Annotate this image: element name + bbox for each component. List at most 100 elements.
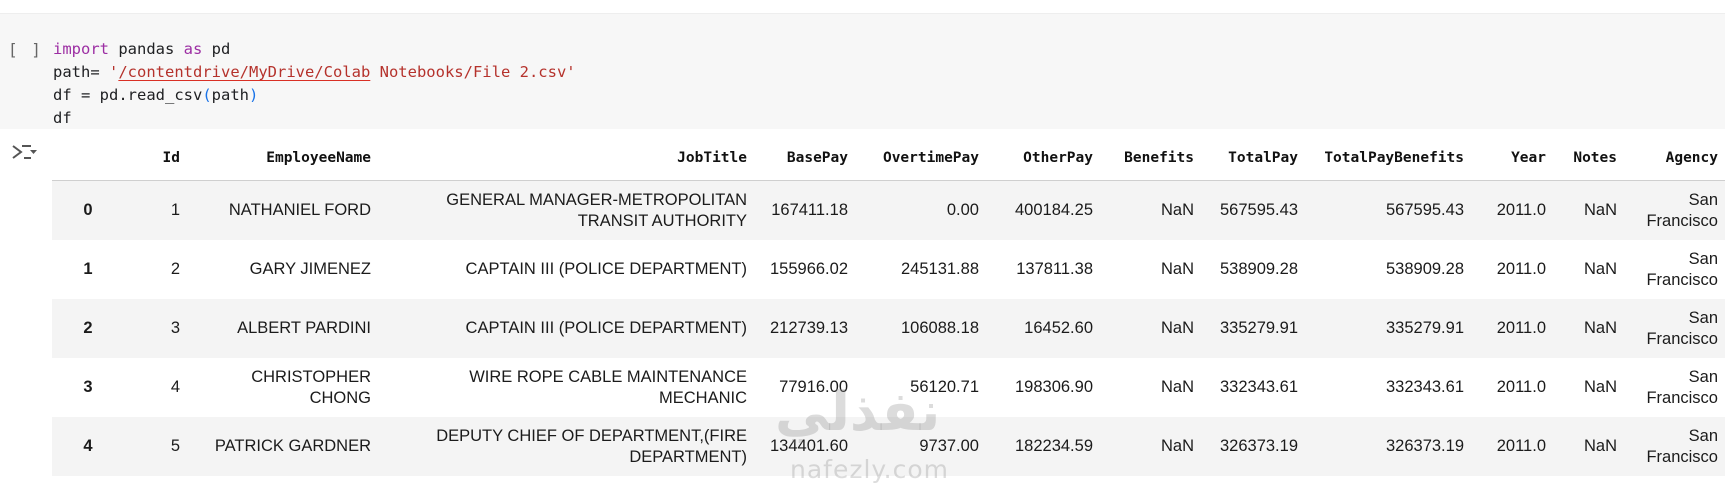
row-index: 0 bbox=[52, 180, 124, 240]
table-row: 4 5 PATRICK GARDNER DEPUTY CHIEF OF DEPARTM… bbox=[52, 417, 1725, 476]
table-cell: 167411.18 bbox=[755, 180, 856, 240]
table-cell: San Francisco bbox=[1625, 180, 1725, 240]
table-cell: 335279.91 bbox=[1306, 299, 1472, 358]
row-index: 4 bbox=[52, 417, 124, 476]
table-cell: NaN bbox=[1583, 260, 1617, 278]
table-cell: 134401.60 bbox=[755, 417, 856, 476]
table-cell: NATHANIEL FORD bbox=[188, 180, 379, 240]
table-cell: 2011.0 bbox=[1496, 378, 1546, 396]
table-cell: 326373.19 bbox=[1202, 417, 1306, 476]
column-header: BasePay bbox=[755, 136, 856, 181]
table-cell: 2011.0 bbox=[1472, 299, 1554, 358]
table-cell: 1 bbox=[124, 180, 188, 240]
table-cell: NaN bbox=[1554, 417, 1625, 476]
table-cell: 326373.19 bbox=[1306, 417, 1472, 476]
column-header bbox=[52, 136, 124, 181]
code-token: df = pd.read_csv bbox=[53, 86, 203, 104]
code-token: as bbox=[183, 40, 203, 58]
table-cell: NaN bbox=[1101, 299, 1202, 358]
table-cell: CAPTAIN III (POLICE DEPARTMENT) bbox=[465, 260, 747, 278]
table-header-row: Id EmployeeName JobTitle BasePay OvertimePay… bbox=[52, 136, 1725, 181]
table-cell: 3 bbox=[124, 299, 188, 358]
code-token: path= bbox=[53, 63, 109, 81]
table-cell: 16452.60 bbox=[987, 299, 1101, 358]
table-row: 2 3 ALBERT PARDINI CAPTAIN III (POLICE DEPA… bbox=[52, 299, 1725, 358]
table-cell: NaN bbox=[1554, 180, 1625, 240]
table-row: 3 4 CHRISTOPHER CHONG WIRE ROPE CABLE MAINT… bbox=[52, 358, 1725, 417]
table-row: 0 1 NATHANIEL FORD GENERAL MANAGER-METROPOL… bbox=[52, 180, 1725, 240]
row-index: 1 bbox=[83, 260, 93, 278]
table-cell: 2011.0 bbox=[1496, 260, 1546, 278]
table-cell: San Francisco bbox=[1625, 417, 1725, 476]
table-cell: GARY JIMENEZ bbox=[249, 260, 371, 278]
code-token: Notebooks/File 2.csv' bbox=[370, 63, 576, 81]
column-header: Notes bbox=[1554, 136, 1625, 181]
table-cell: 0.00 bbox=[856, 180, 987, 240]
table-cell: 400184.25 bbox=[987, 180, 1101, 240]
code-token: pd bbox=[202, 40, 231, 58]
column-header: OtherPay bbox=[987, 136, 1101, 181]
code-token: ( bbox=[202, 86, 212, 104]
table-cell: 137811.38 bbox=[1016, 260, 1093, 278]
table-cell: 198306.90 bbox=[1015, 378, 1093, 396]
table-cell: WIRE ROPE CABLE MAINTENANCE MECHANIC bbox=[469, 367, 747, 407]
table-cell: 567595.43 bbox=[1202, 180, 1306, 240]
table-cell: PATRICK GARDNER bbox=[188, 417, 379, 476]
table-cell: NaN bbox=[1101, 180, 1202, 240]
output-area: Id EmployeeName JobTitle BasePay OvertimePay… bbox=[52, 136, 1725, 493]
table-cell: San Francisco bbox=[1646, 367, 1718, 407]
table-cell: 77916.00 bbox=[779, 378, 848, 396]
row-index: 2 bbox=[52, 299, 124, 358]
run-cell-button[interactable]: [ ] bbox=[8, 40, 43, 59]
table-cell: 2011.0 bbox=[1472, 180, 1554, 240]
table-cell: San Francisco bbox=[1625, 299, 1725, 358]
code-token: ' bbox=[109, 63, 119, 81]
table-cell: San Francisco bbox=[1646, 249, 1718, 289]
table-cell: 538909.28 bbox=[1220, 260, 1298, 278]
table-cell: 212739.13 bbox=[755, 299, 856, 358]
table-cell: 567595.43 bbox=[1306, 180, 1472, 240]
column-header: EmployeeName bbox=[188, 136, 379, 181]
column-header: Id bbox=[124, 136, 188, 181]
table-cell: NaN bbox=[1554, 299, 1625, 358]
table-cell: 245131.88 bbox=[901, 260, 979, 278]
code-token: path bbox=[211, 86, 249, 104]
table-cell: 106088.18 bbox=[856, 299, 987, 358]
column-header: Year bbox=[1472, 136, 1554, 181]
table-cell: 2 bbox=[170, 260, 180, 278]
column-header: TotalPayBenefits bbox=[1306, 136, 1472, 181]
code-token: /contentdrive/MyDrive/Colab bbox=[118, 63, 371, 81]
table-cell: 9737.00 bbox=[856, 417, 987, 476]
table-cell: ALBERT PARDINI bbox=[188, 299, 379, 358]
code-token: pandas bbox=[109, 40, 184, 58]
table-cell: NaN bbox=[1160, 260, 1194, 278]
table-cell: 155966.02 bbox=[770, 260, 848, 278]
table-cell: NaN bbox=[1583, 378, 1617, 396]
table-cell: 332343.61 bbox=[1386, 378, 1464, 396]
column-header: OvertimePay bbox=[856, 136, 987, 181]
column-header: Benefits bbox=[1101, 136, 1202, 181]
table-cell: DEPUTY CHIEF OF DEPARTMENT,(FIRE DEPARTM… bbox=[379, 417, 755, 476]
table-cell: GENERAL MANAGER-METROPOLITAN TRANSIT AUT… bbox=[379, 180, 755, 240]
table-cell: 4 bbox=[170, 378, 180, 396]
table-cell: 56120.71 bbox=[910, 378, 979, 396]
output-toggle-icon[interactable] bbox=[10, 140, 38, 164]
top-divider bbox=[0, 0, 1725, 14]
column-header: Agency bbox=[1625, 136, 1725, 181]
dataframe-table: Id EmployeeName JobTitle BasePay OvertimePay… bbox=[52, 136, 1725, 476]
table-cell: 182234.59 bbox=[987, 417, 1101, 476]
table-body: 0 1 NATHANIEL FORD GENERAL MANAGER-METROPOL… bbox=[52, 180, 1725, 476]
code-token: import bbox=[53, 40, 109, 58]
table-cell: NaN bbox=[1160, 378, 1194, 396]
table-cell: 2011.0 bbox=[1472, 417, 1554, 476]
code-token: ) bbox=[248, 86, 259, 104]
code-token: df bbox=[53, 109, 72, 127]
column-header: JobTitle bbox=[379, 136, 755, 181]
table-cell: CHRISTOPHER CHONG bbox=[251, 367, 371, 407]
code-editor[interactable]: import pandas as pd path= '/contentdrive… bbox=[53, 38, 576, 130]
table-row: 1 2 GARY JIMENEZ CAPTAIN III (POLICE DEPART… bbox=[52, 240, 1725, 299]
table-cell: 335279.91 bbox=[1202, 299, 1306, 358]
table-cell: 538909.28 bbox=[1386, 260, 1464, 278]
table-cell: CAPTAIN III (POLICE DEPARTMENT) bbox=[379, 299, 755, 358]
code-cell[interactable]: [ ] import pandas as pd path= '/contentd… bbox=[0, 14, 1725, 129]
